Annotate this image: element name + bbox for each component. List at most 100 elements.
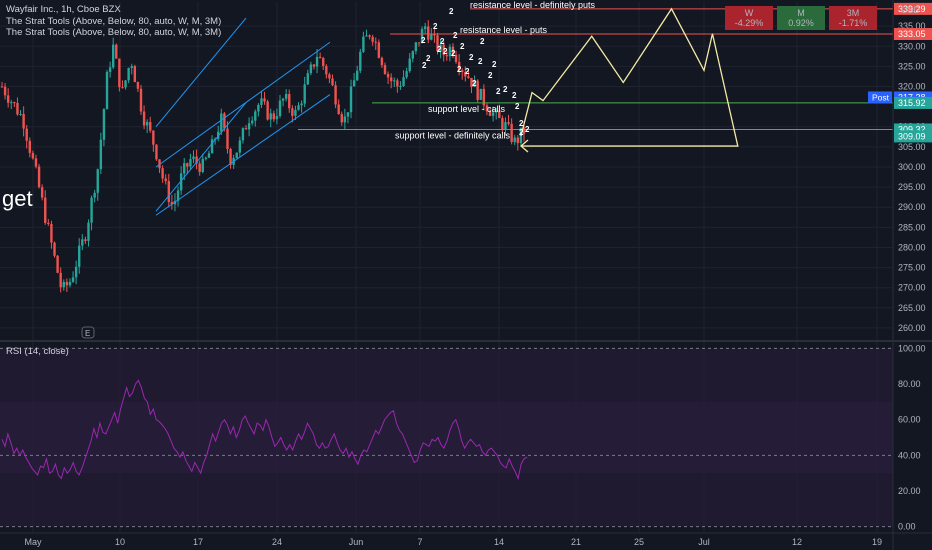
candle-body	[272, 113, 276, 120]
candle-body	[368, 35, 371, 37]
time-tick-label: 19	[872, 537, 882, 547]
candle-body	[145, 122, 149, 126]
candle-body	[383, 65, 387, 74]
candle-body	[99, 139, 103, 170]
strat-label: 2	[515, 102, 520, 111]
rsi-band-layer	[0, 347, 893, 528]
price-tag-label: 333.05	[898, 29, 926, 39]
perf-week-value: -4.29%	[734, 18, 764, 28]
candle-body	[78, 245, 81, 267]
candle-body	[414, 42, 418, 52]
candle-body	[22, 113, 25, 129]
candle-body	[74, 266, 78, 278]
time-tick-label: 7	[417, 537, 422, 547]
candles-layer	[0, 20, 526, 293]
candle-body	[170, 202, 174, 205]
candle-body	[118, 58, 121, 88]
candle-body	[294, 109, 297, 116]
strat-label: 2	[503, 85, 508, 94]
candle-body	[269, 113, 272, 120]
candle-body	[130, 66, 133, 69]
candle-body	[454, 54, 458, 62]
strat-label: 2	[433, 22, 438, 31]
rsi-tick-label: 40.00	[898, 450, 921, 460]
candle-body	[176, 190, 180, 201]
price-tick-label: 280.00	[898, 242, 926, 252]
perf-month[interactable]: M 0.92%	[777, 6, 825, 30]
candle-body	[479, 88, 482, 100]
projection-path	[520, 7, 739, 147]
candle-body	[470, 77, 473, 88]
strat-label: 2	[469, 53, 474, 62]
candle-body	[495, 110, 498, 113]
candle-body	[439, 44, 442, 52]
candle-body	[436, 35, 439, 52]
candle-body	[111, 44, 115, 68]
candle-body	[6, 95, 10, 103]
candle-body	[108, 67, 112, 72]
candle-body	[380, 57, 384, 66]
price-tag	[894, 27, 932, 40]
candle-body	[522, 127, 526, 134]
channel-lower-upper-line	[155, 41, 331, 168]
rsi-tick-label: 80.00	[898, 379, 921, 389]
candle-body	[352, 80, 356, 87]
candle-body	[93, 192, 96, 198]
candle-body	[297, 105, 300, 110]
time-tick-label: Jul	[698, 537, 710, 547]
candle-body	[430, 34, 433, 40]
candle-body	[136, 82, 140, 89]
candle-body	[300, 103, 303, 106]
candle-body	[374, 41, 377, 43]
candle-body	[25, 128, 28, 141]
candle-body	[343, 116, 347, 123]
candle-body	[50, 224, 53, 243]
perf-month-label: M	[797, 8, 805, 18]
strat-label: 2	[460, 42, 465, 51]
candle-body	[396, 80, 399, 87]
candle-body	[133, 66, 137, 83]
rsi-line	[1, 379, 528, 481]
perf-week[interactable]: W -4.29%	[725, 6, 773, 30]
candle-body	[127, 68, 130, 81]
candle-body	[334, 85, 337, 105]
price-tag	[894, 2, 932, 15]
strat-label: 2	[472, 79, 477, 88]
candle-body	[102, 109, 106, 140]
candle-body	[504, 122, 507, 130]
candle-body	[473, 80, 476, 88]
candle-body	[377, 42, 381, 58]
price-tick-label: 285.00	[898, 222, 926, 232]
strat-label: 2	[519, 119, 524, 128]
candle-body	[257, 104, 260, 112]
candle-body	[68, 281, 72, 286]
strat-label: 2	[449, 7, 454, 16]
symbol-title: Wayfair Inc., 1h, Cboe BZX	[6, 4, 121, 15]
candle-body	[149, 122, 152, 131]
candle-body	[427, 26, 430, 40]
candle-body	[488, 111, 492, 116]
channel-lower-line	[155, 94, 331, 216]
candle-body	[417, 42, 421, 44]
candle-body	[139, 88, 143, 112]
candle-body	[217, 131, 220, 139]
earnings-badge	[81, 326, 95, 339]
rsi-tick-label: 20.00	[898, 486, 921, 496]
candle-body	[263, 98, 266, 102]
candle-body	[291, 108, 294, 116]
candle-body	[393, 80, 396, 82]
strat-label: 2	[488, 71, 493, 80]
candle-body	[405, 71, 408, 78]
post-badge	[868, 91, 892, 104]
price-tag-label: 315.92	[898, 98, 926, 108]
strat-label: 2	[478, 57, 483, 66]
strat-label: 2	[426, 54, 431, 63]
perf-3m[interactable]: 3M -1.71%	[829, 6, 877, 30]
time-tick-label: 14	[494, 537, 504, 547]
currency-label: USD	[900, 5, 920, 15]
strat-label: 2	[443, 47, 448, 56]
candle-body	[16, 102, 19, 115]
strat-label: 2	[496, 87, 501, 96]
perf-3m-value: -1.71%	[838, 18, 868, 28]
